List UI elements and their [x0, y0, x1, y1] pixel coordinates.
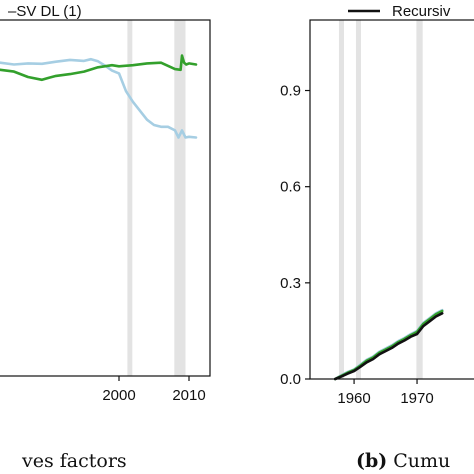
caption-title: Cumu: [393, 450, 450, 472]
y-tick-label-2: 0.6: [280, 179, 301, 196]
recession-band-2: [416, 20, 423, 379]
series-line-1: [0, 54, 198, 82]
recession-band-0: [338, 20, 344, 379]
y-tick-label-1: 0.3: [280, 275, 301, 292]
axis-frame: [309, 19, 474, 380]
x-tick-label-1: 2010: [172, 387, 205, 404]
legend-label-0: –SV DL (1): [8, 3, 82, 20]
recession-band-1: [355, 20, 361, 379]
series-line-1: [333, 309, 444, 381]
y-tick-label-3: 0.9: [280, 83, 301, 100]
series-line-2: [333, 311, 444, 381]
x-tick-label-1: 1970: [400, 390, 433, 407]
panel-caption: ves factors: [21, 450, 127, 472]
y-tick-label-0: 0.0: [280, 371, 301, 388]
panel-caption: (b) Cumu: [356, 450, 450, 472]
x-tick-label-0: 2000: [102, 387, 135, 404]
right-chart-panel: 1960 1970 0.0 0.3 0.6 0.9 Recursiv (b) Cumu: [280, 3, 474, 472]
x-tick-label-0: 1960: [337, 390, 370, 407]
recession-band-0: [127, 20, 133, 376]
caption-label: (b): [356, 450, 387, 472]
legend-label-0: Recursiv: [392, 3, 451, 20]
recession-band-1: [174, 20, 186, 376]
left-chart-panel: 2000 2010 –SV DL (1) ves factors: [0, 3, 211, 472]
caption-title: ves factors: [21, 450, 127, 472]
axis-frame: [0, 19, 211, 377]
series-line-0: [0, 57, 198, 139]
